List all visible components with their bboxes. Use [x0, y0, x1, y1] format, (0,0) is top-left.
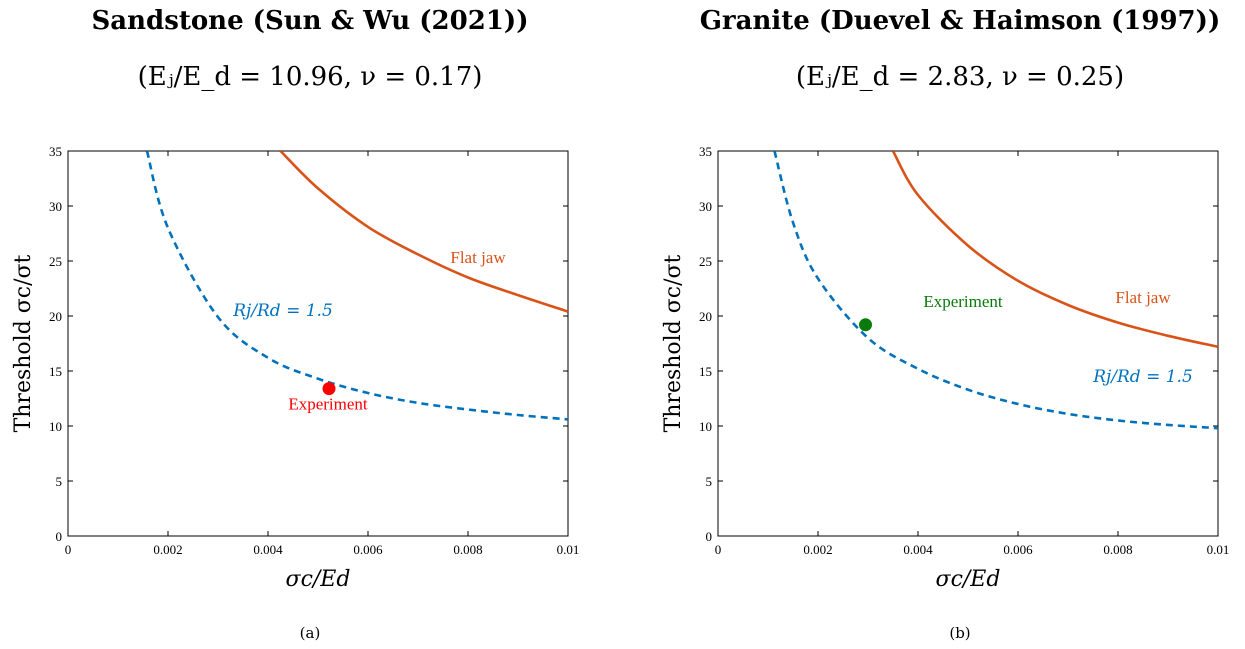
panel-title: Granite (Duevel & Haimson (1997)): [699, 6, 1221, 36]
experiment-label: Experiment: [923, 292, 1003, 311]
panel-subtitle: (Eⱼ/E_d = 10.96, ν = 0.17): [137, 62, 483, 92]
rj-rd-curve: [145, 151, 568, 421]
experiment-point: [859, 318, 872, 332]
y-axis-label: Threshold σc/σt: [11, 254, 36, 432]
flat-jaw-curve: [279, 151, 568, 313]
x-tick-label: 0.004: [903, 542, 933, 557]
x-axis-label: σc/Ed: [286, 567, 351, 592]
x-tick-label: 0.008: [453, 542, 482, 557]
panel-subtitle: (Eⱼ/E_d = 2.83, ν = 0.25): [795, 62, 1125, 92]
y-tick-label: 0: [706, 529, 713, 544]
chart-a: 0 0.002 0.004 0.006 0.008 0.01 0 5 10 15 20 25 30 35 σ…: [11, 144, 580, 592]
y-tick-label: 0: [56, 529, 63, 544]
experiment-point: [322, 382, 336, 396]
flat-jaw-label: Flat jaw: [450, 248, 506, 267]
y-tick-label: 30: [699, 199, 712, 214]
y-tick-label: 15: [49, 364, 62, 379]
y-axis-label: Threshold σc/σt: [661, 254, 686, 432]
x-tick-label: 0.006: [353, 542, 383, 557]
chart-b: 0 0.002 0.004 0.006 0.008 0.01 0 5 10 15 20 25 30 35 σ…: [661, 144, 1230, 592]
plot-frame: [67, 150, 569, 537]
x-tick-label: 0: [715, 542, 722, 557]
flat-jaw-label: Flat jaw: [1115, 288, 1171, 307]
panel-caption: (b): [949, 624, 971, 642]
x-tick-label: 0: [65, 542, 72, 557]
y-tick-label: 10: [699, 419, 712, 434]
y-tick-label: 5: [56, 474, 63, 489]
y-tick-label: 30: [49, 199, 62, 214]
x-tick-label: 0.002: [153, 542, 182, 557]
y-tick-label: 20: [699, 309, 712, 324]
x-tick-label: 0.004: [253, 542, 283, 557]
y-tick-label: 20: [49, 309, 62, 324]
rj-rd-label: Rj/Rd = 1.5: [1092, 367, 1193, 387]
y-tick-label: 35: [49, 144, 62, 159]
y-tick-label: 25: [49, 254, 62, 269]
y-tick-label: 25: [699, 254, 712, 269]
x-axis-label: σc/Ed: [936, 567, 1001, 592]
panel-title: Sandstone (Sun & Wu (2021)): [91, 6, 529, 36]
x-tick-label: 0.008: [1103, 542, 1132, 557]
plot-frame: [717, 150, 1219, 537]
y-tick-label: 10: [49, 419, 62, 434]
rj-rd-curve: [773, 151, 1218, 430]
panel-a: Sandstone (Sun & Wu (2021)) (Eⱼ/E_d = 10…: [0, 0, 620, 649]
panel-caption: (a): [299, 624, 321, 642]
x-tick-label: 0.01: [1207, 542, 1230, 557]
y-tick-label: 15: [699, 364, 712, 379]
rj-rd-label: Rj/Rd = 1.5: [232, 301, 333, 321]
experiment-label: Experiment: [288, 395, 368, 414]
x-tick-label: 0.01: [557, 542, 580, 557]
panel-b: Granite (Duevel & Haimson (1997)) (Eⱼ/E_…: [650, 0, 1245, 649]
x-tick-label: 0.002: [803, 542, 832, 557]
y-tick-label: 5: [706, 474, 713, 489]
x-tick-label: 0.006: [1003, 542, 1033, 557]
y-tick-label: 35: [699, 144, 712, 159]
flat-jaw-curve: [891, 151, 1218, 349]
